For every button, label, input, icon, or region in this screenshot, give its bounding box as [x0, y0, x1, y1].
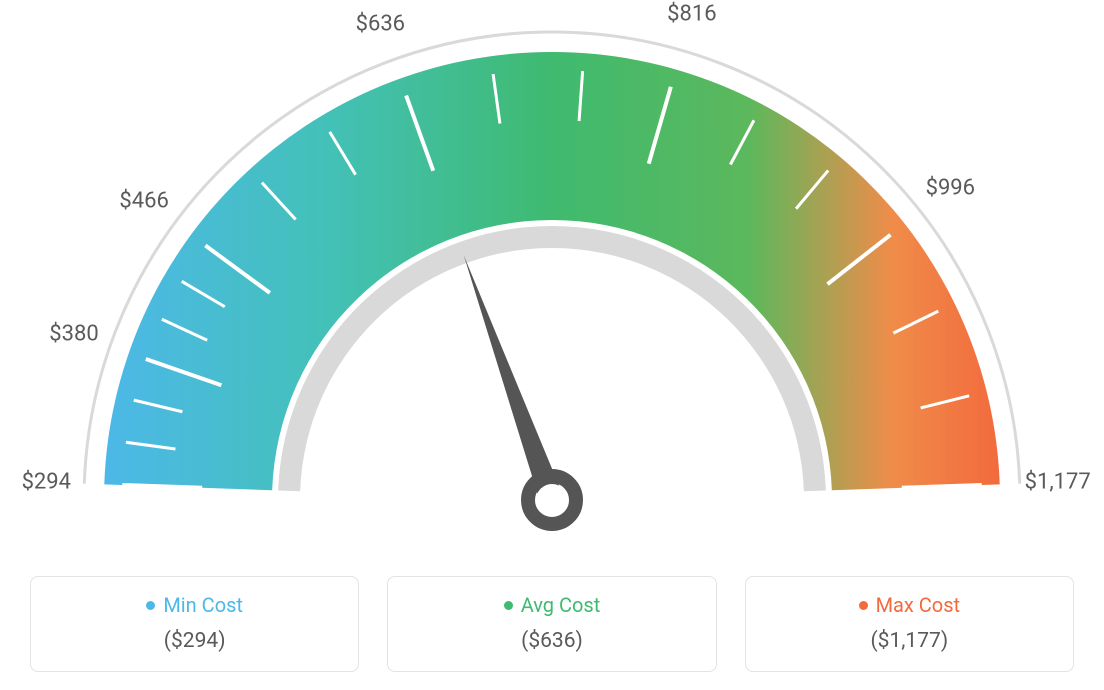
gauge-tick-label: $380 — [49, 322, 98, 347]
gauge-svg — [0, 0, 1104, 560]
legend-title-max: Max Cost — [859, 593, 961, 617]
gauge-tick-label: $816 — [667, 1, 716, 26]
legend-label-max: Max Cost — [876, 593, 961, 617]
gauge-tick-label: $996 — [926, 175, 975, 200]
gauge-tick-label: $466 — [119, 188, 168, 213]
legend-box-max: Max Cost ($1,177) — [745, 576, 1074, 672]
legend-dot-min — [146, 601, 155, 610]
legend-value-avg: ($636) — [398, 629, 705, 653]
legend-value-max: ($1,177) — [756, 629, 1063, 653]
legend-box-avg: Avg Cost ($636) — [387, 576, 716, 672]
gauge-chart: $294 $380 $466 $636 $816 $996 $1,177 — [0, 0, 1104, 560]
legend-row: Min Cost ($294) Avg Cost ($636) Max Cost… — [0, 576, 1104, 672]
legend-title-avg: Avg Cost — [504, 593, 601, 617]
legend-dot-avg — [504, 601, 513, 610]
gauge-tick-label: $1,177 — [1025, 470, 1091, 495]
gauge-tick-label: $636 — [356, 12, 405, 37]
gauge-tick-label: $294 — [22, 470, 71, 495]
legend-dot-max — [859, 601, 868, 610]
legend-label-avg: Avg Cost — [521, 593, 601, 617]
legend-box-min: Min Cost ($294) — [30, 576, 359, 672]
legend-label-min: Min Cost — [163, 593, 243, 617]
legend-value-min: ($294) — [41, 629, 348, 653]
legend-title-min: Min Cost — [146, 593, 243, 617]
